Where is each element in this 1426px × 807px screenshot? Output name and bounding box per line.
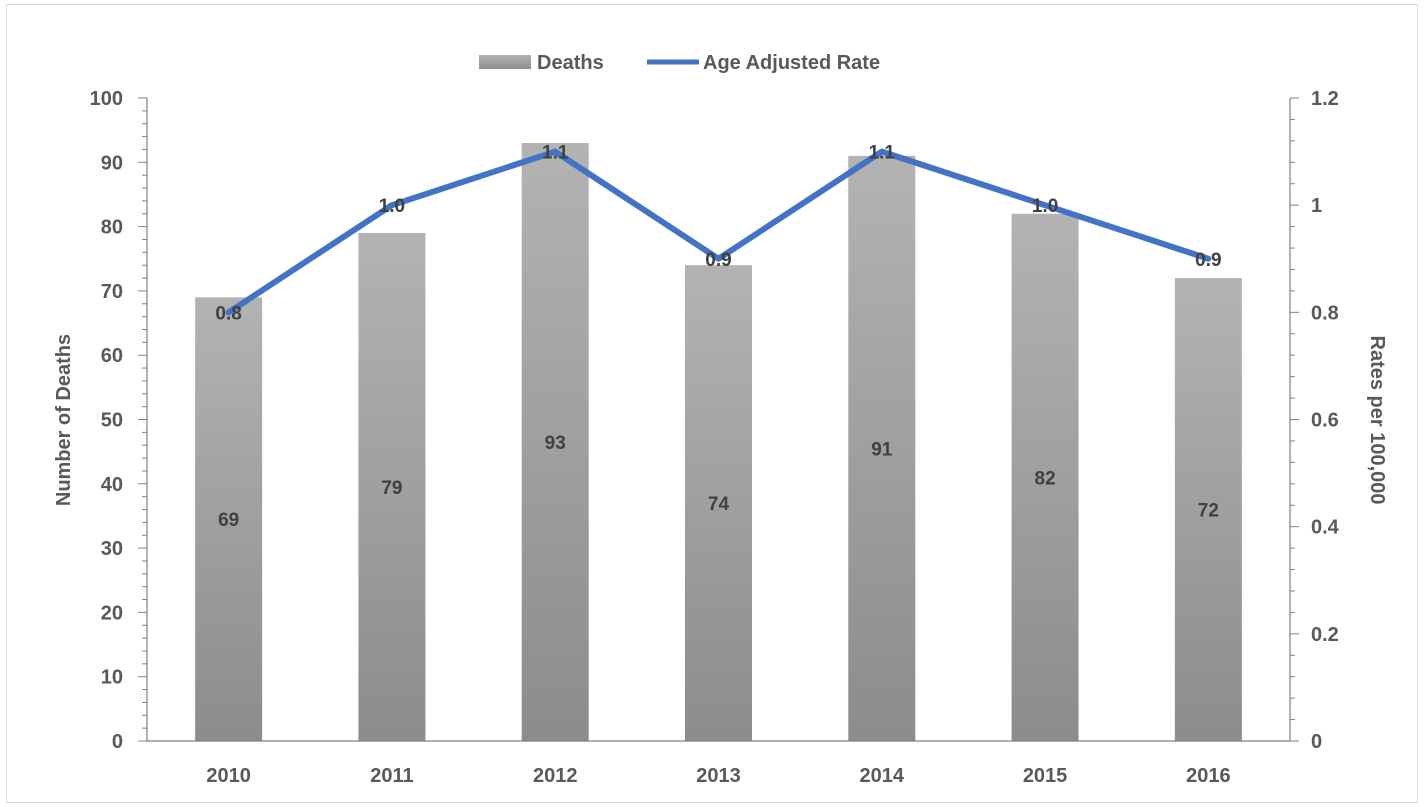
labels-layer: 69 79 93 74 91 82 72 0.8 1.0 1.1 0.9 1.1 1.0 0.9 <box>215 143 1221 532</box>
bar-value-label-2010: 69 <box>218 510 239 531</box>
legend-swatch-deaths <box>479 55 531 69</box>
x-tick-label-2010: 2010 <box>206 765 251 787</box>
bar-2012 <box>521 143 589 741</box>
y2-tick-label-1.2: 1.2 <box>1311 88 1339 110</box>
bars-layer <box>195 143 1242 742</box>
bar-2013 <box>685 265 752 741</box>
y2-tick-label-1: 1 <box>1311 195 1322 217</box>
x-tick-label-2016: 2016 <box>1186 765 1231 787</box>
y-tick-label-10: 10 <box>101 667 123 689</box>
rate-value-label-2013: 0.9 <box>705 250 731 271</box>
rate-value-label-2011: 1.0 <box>379 196 405 217</box>
y2-tick-label-0.6: 0.6 <box>1311 410 1339 432</box>
bar-2011 <box>358 233 426 741</box>
y2-tick-label-0.2: 0.2 <box>1311 624 1339 646</box>
y2-tick-label-0.8: 0.8 <box>1311 302 1339 324</box>
x-tick-label-2015: 2015 <box>1023 765 1068 787</box>
x-tick-label-2013: 2013 <box>696 765 741 787</box>
x-tick-label-2011: 2011 <box>370 765 413 787</box>
bar-2016 <box>1174 278 1242 741</box>
axes-layer: 0 10 20 30 40 50 60 70 80 90 100 0 0.2 0.4 0.6 0.8 1 1.2 2… <box>90 88 1340 787</box>
y2-tick-label-0: 0 <box>1311 731 1322 753</box>
x-tick-label-2012: 2012 <box>533 765 578 787</box>
y-tick-label-50: 50 <box>101 410 123 432</box>
rate-value-label-2015: 1.0 <box>1032 196 1058 217</box>
y2-tick-label-0.4: 0.4 <box>1311 517 1340 539</box>
y-tick-label-20: 20 <box>101 602 123 624</box>
y-tick-label-0: 0 <box>112 731 123 753</box>
bar-value-label-2015: 82 <box>1035 468 1056 489</box>
bar-value-label-2014: 91 <box>871 439 893 460</box>
y-tick-label-80: 80 <box>101 217 123 239</box>
y-tick-label-90: 90 <box>101 152 123 174</box>
y-tick-label-100: 100 <box>90 88 123 110</box>
rate-line <box>225 148 1212 316</box>
bar-2014 <box>848 155 916 741</box>
bar-value-label-2013: 74 <box>708 494 730 515</box>
y2-axis-title: Rates per 100,000 <box>1366 335 1388 504</box>
line-layer <box>225 148 1212 316</box>
y-tick-label-30: 30 <box>101 538 123 560</box>
x-tick-label-2014: 2014 <box>860 765 905 787</box>
bar-value-label-2012: 93 <box>545 433 566 454</box>
legend: Deaths Age Adjusted Rate <box>479 52 880 74</box>
rate-value-label-2016: 0.9 <box>1195 250 1221 271</box>
bar-value-label-2011: 79 <box>381 478 402 499</box>
bar-2010 <box>195 297 263 741</box>
rate-value-label-2012: 1.1 <box>542 143 569 164</box>
rate-value-label-2014: 1.1 <box>869 143 896 164</box>
y-tick-label-60: 60 <box>101 345 123 367</box>
y-tick-label-40: 40 <box>101 474 123 496</box>
y-tick-label-70: 70 <box>101 281 123 303</box>
legend-label-rate: Age Adjusted Rate <box>703 52 880 74</box>
bar-2015 <box>1011 213 1079 742</box>
legend-label-deaths: Deaths <box>537 52 604 74</box>
y-axis-title: Number of Deaths <box>53 334 75 506</box>
bar-value-label-2016: 72 <box>1198 501 1219 522</box>
rate-value-label-2010: 0.8 <box>215 303 241 324</box>
